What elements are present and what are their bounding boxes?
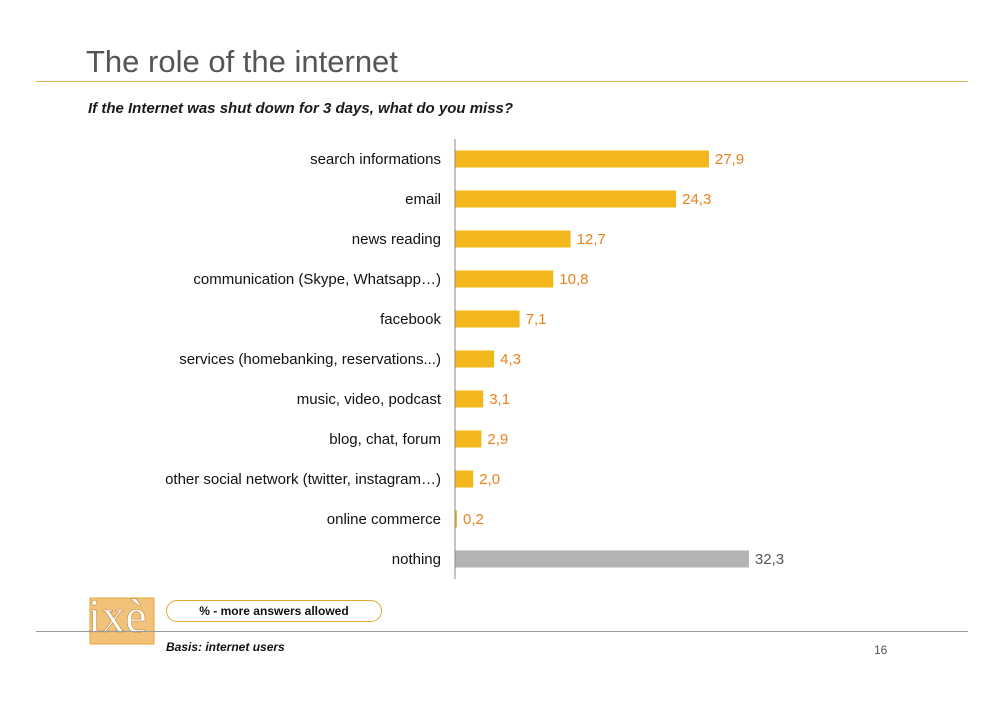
category-label: search informations xyxy=(310,151,441,168)
category-label: services (homebanking, reservations...) xyxy=(179,351,441,368)
bar xyxy=(455,390,484,408)
footer-divider xyxy=(36,631,968,632)
bar xyxy=(455,230,571,248)
category-label: online commerce xyxy=(327,511,441,528)
bar xyxy=(455,470,474,488)
category-label: nothing xyxy=(392,551,441,568)
bar xyxy=(455,550,749,568)
bar xyxy=(455,270,554,288)
bar xyxy=(455,190,677,208)
value-label: 10,8 xyxy=(559,271,588,288)
value-label: 4,3 xyxy=(500,351,521,368)
category-label: news reading xyxy=(352,231,441,248)
category-label: blog, chat, forum xyxy=(329,431,441,448)
title-divider xyxy=(36,81,968,82)
bar xyxy=(455,310,520,328)
bar xyxy=(455,510,457,528)
value-label: 3,1 xyxy=(489,391,510,408)
category-label: communication (Skype, Whatsapp…) xyxy=(193,271,441,288)
chart-question: If the Internet was shut down for 3 days… xyxy=(88,100,514,117)
category-label: facebook xyxy=(380,311,441,328)
value-label: 2,9 xyxy=(487,431,508,448)
value-label: 24,3 xyxy=(682,191,711,208)
value-label: 0,2 xyxy=(463,511,484,528)
bar xyxy=(455,430,482,448)
value-label: 12,7 xyxy=(577,231,606,248)
multiple-answers-note: % - more answers allowed xyxy=(166,600,382,622)
value-label: 32,3 xyxy=(755,551,784,568)
bar xyxy=(455,350,495,368)
value-label: 7,1 xyxy=(526,311,547,328)
bar xyxy=(455,150,709,168)
svg-text:ixè: ixè xyxy=(88,590,147,643)
basis-note: Basis: internet users xyxy=(166,640,285,654)
page-number: 16 xyxy=(874,643,888,657)
ixe-logo: ixè xyxy=(88,590,155,645)
page-title: The role of the internet xyxy=(86,44,398,79)
bars-layer: search informations 27,9 email 24,3 news rea… xyxy=(165,150,784,568)
value-label: 27,9 xyxy=(715,151,744,168)
category-label: music, video, podcast xyxy=(297,391,442,408)
category-label: other social network (twitter, instagram… xyxy=(165,471,441,488)
category-label: email xyxy=(405,191,441,208)
value-label: 2,0 xyxy=(479,471,500,488)
